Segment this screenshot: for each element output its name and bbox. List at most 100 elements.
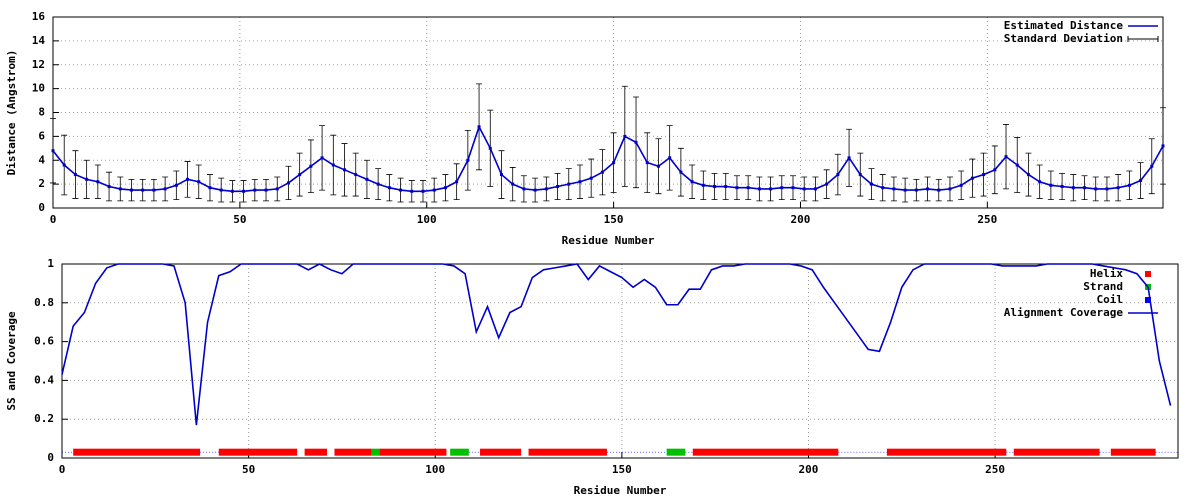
x-tick-label: 200: [799, 463, 819, 476]
legend-label: Standard Deviation: [1004, 32, 1123, 45]
data-point: [970, 176, 974, 180]
plot-frame: [61, 263, 1179, 459]
data-point: [679, 170, 683, 174]
data-point: [757, 187, 761, 191]
data-point: [858, 173, 862, 177]
data-point: [533, 188, 537, 192]
data-point: [51, 149, 55, 153]
data-point: [791, 186, 795, 190]
plot-frame: [52, 16, 1164, 209]
data-point: [511, 182, 515, 186]
data-point: [937, 188, 941, 192]
data-point: [1060, 185, 1064, 189]
ss-segment: [371, 448, 380, 456]
data-point: [948, 187, 952, 191]
data-point: [813, 187, 817, 191]
data-point: [354, 173, 358, 177]
y-tick-label: 16: [32, 10, 46, 23]
data-point: [163, 187, 167, 191]
ss-segment: [304, 448, 328, 456]
y-tick-label: 1: [47, 257, 54, 270]
y-tick-label: 6: [38, 129, 45, 142]
ss-segment: [379, 448, 447, 456]
y-tick-label: 0: [38, 201, 45, 214]
ss-segment: [218, 448, 298, 456]
x-tick-label: 100: [425, 463, 445, 476]
y-tick-label: 4: [38, 153, 45, 166]
legend-label: Coil: [1097, 293, 1124, 306]
data-point: [286, 181, 290, 185]
data-point: [1049, 183, 1053, 187]
data-point: [701, 183, 705, 187]
data-point: [1015, 163, 1019, 167]
data-point: [320, 156, 324, 160]
legend-errorbar: [1127, 36, 1159, 42]
legend-swatch: [1145, 297, 1151, 303]
data-point: [825, 182, 829, 186]
data-line: [61, 263, 1172, 426]
data-point: [847, 156, 851, 160]
data-point: [376, 182, 380, 186]
data-point: [578, 180, 582, 184]
data-point: [645, 161, 649, 165]
data-point: [869, 182, 873, 186]
data-point: [881, 186, 885, 190]
data-point: [432, 188, 436, 192]
legend-label: Strand: [1083, 280, 1123, 293]
ss-segment: [334, 448, 372, 456]
data-point: [174, 183, 178, 187]
data-point: [1127, 183, 1131, 187]
data-point: [668, 156, 672, 160]
y-tick-label: 14: [32, 34, 46, 47]
x-tick-label: 150: [604, 213, 624, 226]
ss-segment: [666, 448, 686, 456]
x-tick-label: 0: [50, 213, 57, 226]
ss-segment: [1013, 448, 1100, 456]
data-point: [141, 188, 145, 192]
data-point: [1004, 155, 1008, 159]
x-tick-label: 150: [612, 463, 632, 476]
data-point: [477, 125, 481, 129]
x-tick-label: 0: [59, 463, 66, 476]
y-axis-label: Distance (Angstrom): [5, 50, 18, 176]
data-point: [387, 186, 391, 190]
y-tick-label: 12: [32, 58, 45, 71]
data-point: [713, 185, 717, 189]
data-line: [52, 124, 1164, 193]
ss-segment: [1110, 448, 1156, 456]
ss-segment: [886, 448, 1007, 456]
data-point: [1139, 179, 1143, 183]
x-tick-label: 50: [233, 213, 246, 226]
data-point: [455, 180, 459, 184]
x-tick-label: 250: [977, 213, 997, 226]
data-point: [298, 173, 302, 177]
y-tick-label: 0.6: [34, 335, 54, 348]
data-point: [1150, 164, 1154, 168]
data-point: [802, 187, 806, 191]
data-point: [836, 173, 840, 177]
legend-label: Estimated Distance: [1004, 19, 1124, 32]
data-point: [556, 185, 560, 189]
y-tick-label: 0: [47, 451, 54, 464]
y-tick-label: 2: [38, 177, 45, 190]
data-point: [926, 187, 930, 191]
ss-segment: [73, 448, 201, 456]
data-point: [85, 177, 89, 181]
data-point: [242, 189, 246, 193]
x-axis-label: Residue Number: [574, 484, 667, 497]
y-tick-label: 0.4: [34, 373, 54, 386]
data-point: [656, 164, 660, 168]
x-tick-label: 50: [242, 463, 255, 476]
data-point: [1105, 187, 1109, 191]
data-point: [466, 158, 470, 162]
data-point: [107, 185, 111, 189]
ss-segment: [450, 448, 469, 456]
data-point: [219, 188, 223, 192]
data-point: [769, 187, 773, 191]
data-point: [73, 173, 77, 177]
data-point: [152, 188, 156, 192]
data-point: [780, 186, 784, 190]
data-point: [982, 173, 986, 177]
data-point: [275, 187, 279, 191]
data-point: [612, 161, 616, 165]
